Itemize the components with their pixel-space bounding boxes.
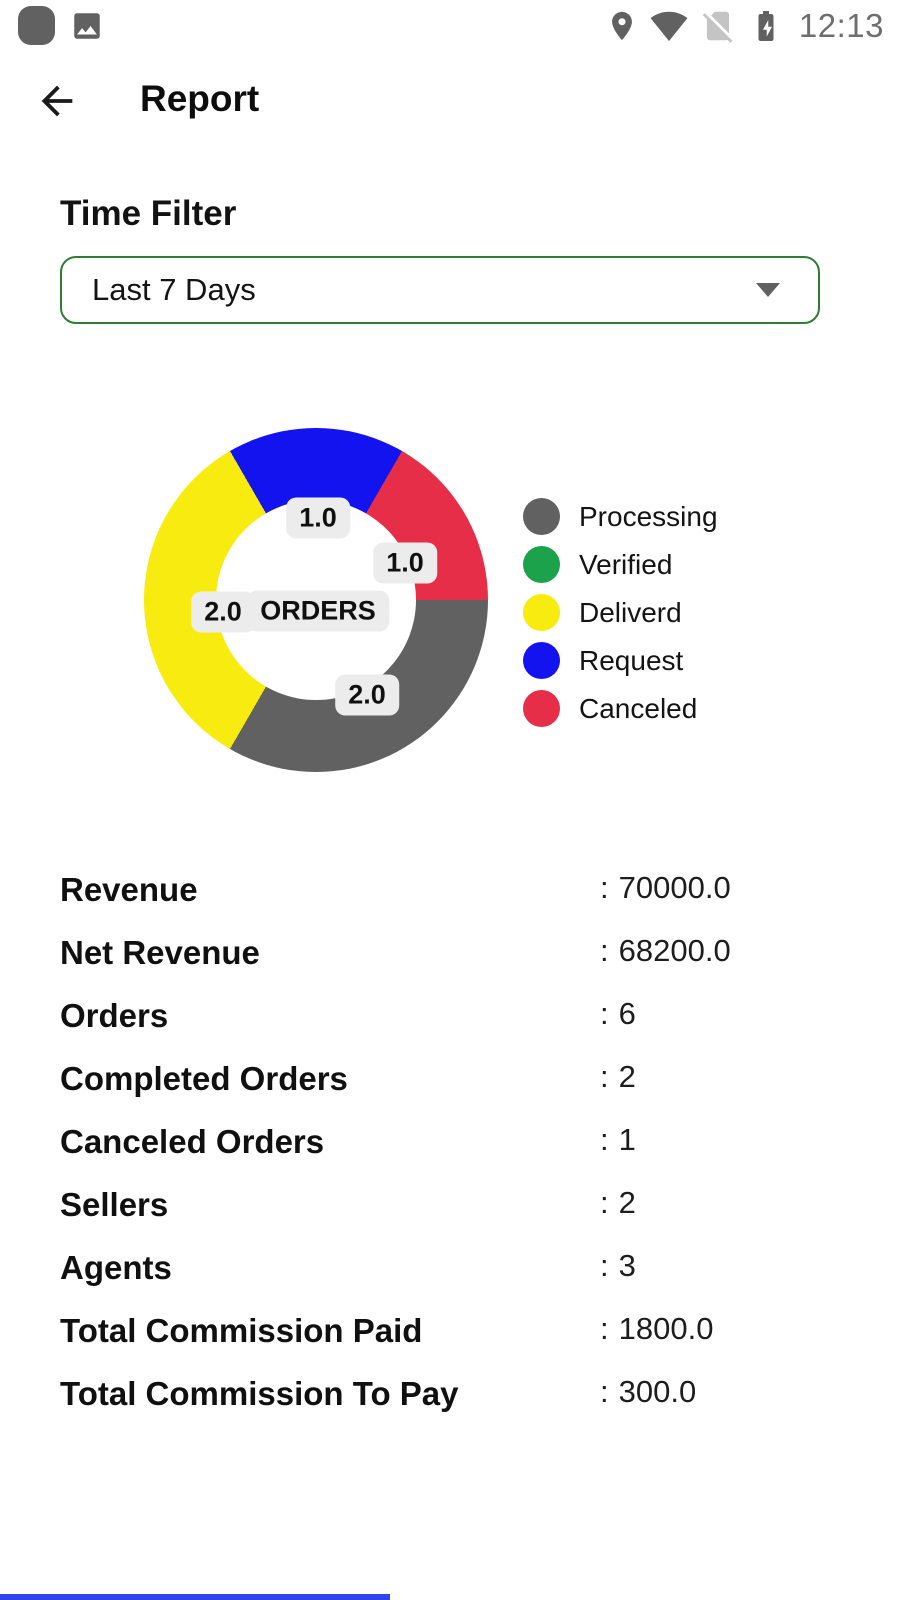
wifi-icon (650, 11, 688, 42)
legend-item: Canceled (523, 690, 718, 727)
time-filter-label: Time Filter (60, 194, 237, 233)
stat-row: Revenue :70000.0 (60, 858, 840, 921)
canceled-legend-dot (523, 690, 560, 727)
orders-donut: 1.0 1.0 2.0 2.0 ORDERS (144, 428, 488, 772)
stat-label: Completed Orders (60, 1059, 348, 1097)
deliverd-legend-dot (523, 594, 560, 631)
donut-center-label: ORDERS (247, 590, 389, 632)
clock-time: 12:13 (798, 7, 884, 44)
stat-label: Agents (60, 1248, 172, 1286)
image-notification-icon (74, 12, 100, 39)
slice-value-badge-canceled: 1.0 (373, 542, 437, 584)
stat-label: Orders (60, 996, 169, 1034)
slice-value-badge-processing: 2.0 (335, 674, 399, 716)
legend-item: Deliverd (523, 594, 718, 631)
stat-row: Sellers :2 (60, 1173, 840, 1236)
time-filter-dropdown[interactable]: Last 7 Days (60, 256, 820, 324)
stat-row: Completed Orders :2 (60, 1047, 840, 1110)
page-title: Report (140, 78, 260, 119)
stat-label: Canceled Orders (60, 1122, 325, 1160)
stat-label: Total Commission To Pay (60, 1374, 459, 1412)
battery-charging-icon (758, 11, 774, 41)
back-button[interactable] (34, 78, 80, 124)
legend-item: Processing (523, 498, 718, 535)
slice-value-badge-request: 1.0 (286, 497, 350, 539)
stat-value: :6 (600, 995, 636, 1031)
stat-value: :1800.0 (600, 1310, 714, 1346)
stat-value: :70000.0 (600, 869, 731, 905)
chart-legend: Processing Verified Deliverd Request Can… (523, 498, 718, 727)
stat-label: Sellers (60, 1185, 169, 1223)
legend-label: Deliverd (579, 596, 682, 628)
arrow-back-icon (41, 85, 73, 117)
location-icon (611, 11, 632, 41)
stat-value: :2 (600, 1184, 636, 1220)
status-bar: 12:13 (0, 0, 900, 52)
legend-item: Request (523, 642, 718, 679)
stat-row: Total Commission To Pay :300.0 (60, 1362, 840, 1425)
legend-label: Canceled (579, 692, 698, 724)
legend-label: Processing (579, 500, 718, 532)
stat-label: Net Revenue (60, 933, 260, 971)
stat-row: Total Commission Paid :1800.0 (60, 1299, 840, 1362)
stat-row: Net Revenue :68200.0 (60, 921, 840, 984)
legend-item: Verified (523, 546, 718, 583)
stat-label: Total Commission Paid (60, 1311, 423, 1349)
stat-value: :2 (600, 1058, 636, 1094)
stat-value: :3 (600, 1247, 636, 1283)
notification-blob-icon (18, 6, 55, 45)
legend-label: Verified (579, 548, 673, 580)
stat-value: :300.0 (600, 1373, 697, 1409)
stat-row: Agents :3 (60, 1236, 840, 1299)
stat-row: Orders :6 (60, 984, 840, 1047)
processing-legend-dot (523, 498, 560, 535)
stats-list: Revenue :70000.0 Net Revenue :68200.0 Or… (60, 858, 840, 1425)
stat-row: Canceled Orders :1 (60, 1110, 840, 1173)
verified-legend-dot (523, 546, 560, 583)
request-legend-dot (523, 642, 560, 679)
stat-value: :68200.0 (600, 932, 731, 968)
bottom-accent-bar (0, 1594, 390, 1600)
stat-label: Revenue (60, 870, 198, 908)
time-filter-selected-value: Last 7 Days (92, 272, 256, 307)
legend-label: Request (579, 644, 684, 676)
no-sim-icon (702, 11, 733, 43)
slice-value-badge-deliverd: 2.0 (191, 591, 255, 633)
chevron-down-icon (756, 283, 780, 297)
stat-value: :1 (600, 1121, 636, 1157)
